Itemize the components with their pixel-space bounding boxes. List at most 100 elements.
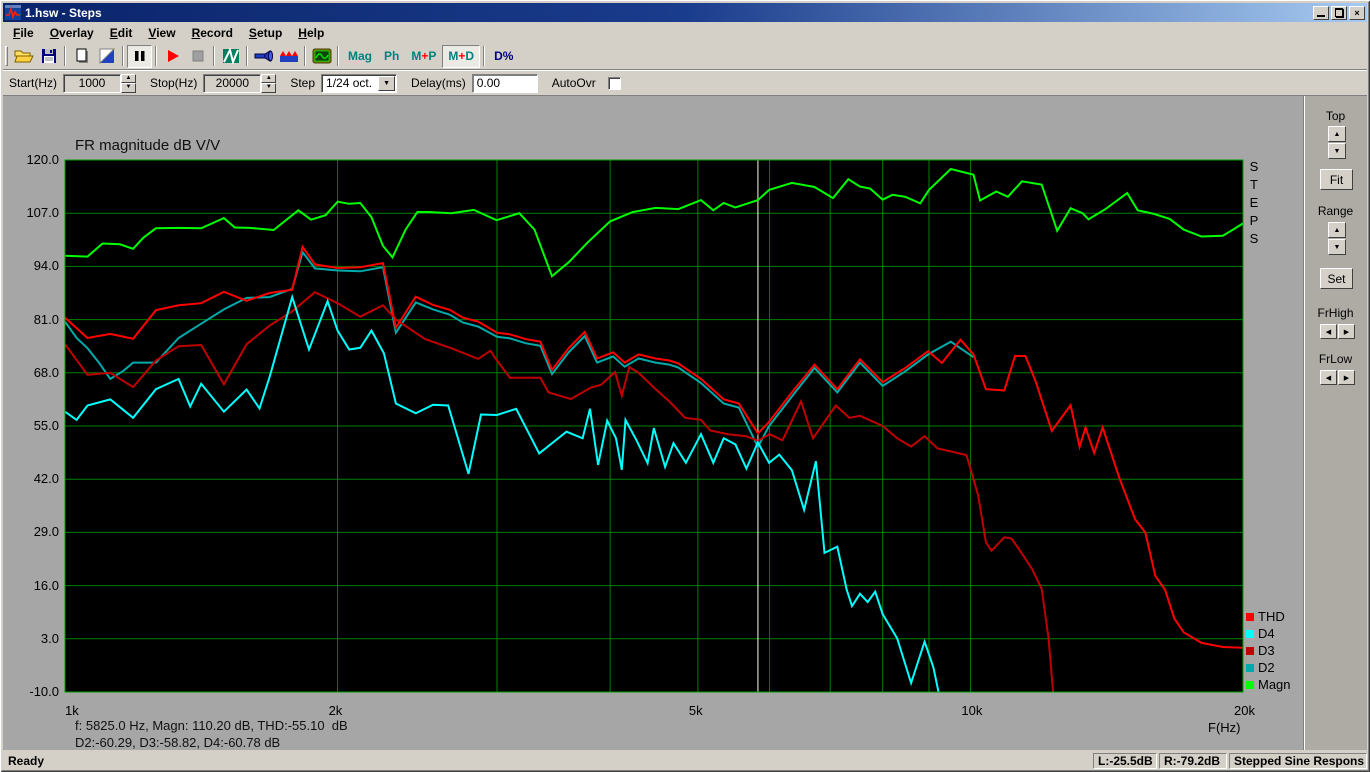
frhigh-left-button[interactable]: ◀ — [1320, 324, 1337, 339]
series-thd — [65, 244, 1243, 649]
x-tick-label: 10k — [961, 703, 983, 718]
set-button[interactable]: Set — [1320, 268, 1353, 289]
autoovr-label: AutoOvr — [551, 76, 596, 90]
left-level-indicator: L:-25.5dB — [1093, 753, 1157, 769]
open-folder-button[interactable] — [11, 45, 36, 68]
mag-button[interactable]: Mag — [348, 49, 372, 63]
dist-percent-button[interactable]: D% — [494, 49, 514, 63]
frhigh-right-button[interactable]: ▶ — [1338, 324, 1355, 339]
frlow-left-button[interactable]: ◀ — [1320, 370, 1337, 385]
spin-down-icon[interactable]: ▼ — [121, 83, 136, 93]
menu-item-overlay[interactable]: Overlay — [49, 25, 94, 40]
right-control-panel: Top ▲ ▼ Fit Range ▲ ▼ Set FrHigh ◀ ▶ FrL… — [1303, 96, 1367, 750]
phase-button[interactable]: Ph — [384, 49, 400, 63]
driver-button[interactable] — [251, 45, 276, 68]
record-play-button[interactable] — [160, 45, 185, 68]
menu-item-record[interactable]: Record — [191, 25, 233, 40]
y-tick-label: 3.0 — [40, 630, 59, 646]
autoovr-checkbox[interactable] — [607, 76, 621, 90]
spin-up-icon[interactable]: ▲ — [261, 73, 277, 83]
start-hz-stepper[interactable]: ▲ ▼ — [121, 73, 136, 93]
minimize-button[interactable] — [1313, 5, 1329, 20]
window-title: 1.hsw - Steps — [25, 5, 102, 20]
menu-item-setup[interactable]: Setup — [248, 25, 283, 40]
spin-up-icon[interactable]: ▲ — [121, 73, 136, 83]
stop-button[interactable] — [185, 45, 210, 68]
delay-ms-input[interactable]: 0.00 — [471, 73, 538, 93]
fr-magnitude-plot[interactable] — [3, 96, 1303, 750]
x-axis-unit-label: F(Hz) — [1208, 720, 1241, 735]
frlow-right-button[interactable]: ▶ — [1338, 370, 1355, 385]
range-up-button[interactable]: ▲ — [1328, 222, 1346, 238]
copy-button[interactable] — [69, 45, 94, 68]
series-d2 — [65, 249, 975, 450]
fit-button[interactable]: Fit — [1320, 169, 1353, 190]
legend-swatch-icon — [1246, 629, 1254, 638]
series-magn — [65, 167, 1243, 278]
menu-item-view[interactable]: View — [148, 25, 176, 40]
chart-title: FR magnitude dB V/V — [75, 137, 221, 154]
stop-icon — [192, 50, 203, 62]
mode-indicator: Stepped Sine Respons — [1229, 753, 1367, 769]
scope-button[interactable] — [309, 45, 334, 68]
start-hz-input[interactable]: 1000 — [63, 73, 121, 93]
stop-hz-input[interactable]: 20000 — [203, 73, 262, 93]
delay-ms-label: Delay(ms) — [411, 76, 466, 90]
menu-item-edit[interactable]: Edit — [109, 25, 133, 40]
scope-icon — [312, 48, 331, 64]
top-down-button[interactable]: ▼ — [1328, 143, 1346, 159]
top-up-button[interactable]: ▲ — [1328, 126, 1346, 142]
status-bar: Ready L:-25.5dB R:-79.2dB Stepped Sine R… — [3, 751, 1367, 769]
generator-button[interactable] — [218, 45, 243, 68]
bw-mode-icon — [99, 48, 115, 64]
stop-hz-stepper[interactable]: ▲ ▼ — [261, 73, 277, 93]
menu-item-help[interactable]: Help — [298, 25, 325, 40]
waveform-button[interactable] — [276, 45, 301, 68]
stop-hz-label: Stop(Hz) — [150, 76, 198, 90]
x-tick-label: 2k — [328, 703, 343, 718]
toolbar-grip[interactable] — [5, 46, 8, 66]
toolbar: Mag Ph M+P M+D D% — [3, 43, 1367, 70]
toolbar-separator — [213, 46, 215, 66]
toolbar-separator — [483, 46, 486, 66]
menu-item-file[interactable]: File — [13, 25, 34, 40]
pause-icon — [134, 51, 144, 61]
chart-legend: THD D4 D3 D2 Magn — [1246, 608, 1291, 693]
bw-mode-button[interactable] — [94, 45, 119, 68]
y-tick-label: 94.0 — [33, 258, 59, 274]
pause-button[interactable] — [127, 44, 152, 68]
waveform-icon — [279, 51, 298, 62]
cursor-readout-line1: f: 5825.0 Hz, Magn: 110.20 dB, THD:-55.1… — [75, 718, 348, 733]
step-select[interactable]: 1/24 oct. ▼ — [321, 73, 398, 93]
legend-item-d2: D2 — [1246, 659, 1291, 676]
save-button[interactable] — [36, 45, 61, 68]
toolbar-separator — [304, 46, 306, 66]
spin-down-icon[interactable]: ▼ — [261, 83, 277, 93]
legend-item-d4: D4 — [1246, 625, 1291, 642]
settings-bar: Start(Hz) 1000 ▲ ▼ Stop(Hz) 20000 ▲ ▼ Step… — [3, 71, 1367, 96]
legend-swatch-icon — [1246, 680, 1254, 689]
title-bar[interactable]: 1.hsw - Steps × — [3, 3, 1367, 22]
close-button[interactable]: × — [1349, 5, 1365, 20]
open-folder-icon — [13, 50, 34, 63]
app-icon — [5, 5, 21, 20]
chart-area[interactable]: FR magnitude dB V/V 120.0 107.0 94.0 81.0 68… — [3, 96, 1303, 750]
menu-bar: File Overlay Edit View Record Setup Help — [3, 22, 1367, 43]
range-down-button[interactable]: ▼ — [1328, 239, 1346, 255]
y-tick-label: 16.0 — [33, 577, 59, 593]
generator-icon — [222, 48, 239, 64]
save-icon — [41, 49, 56, 63]
toolbar-separator — [246, 46, 248, 66]
restore-button[interactable] — [1331, 5, 1347, 20]
legend-item-magn: Magn — [1246, 676, 1291, 693]
mag-plus-dist-button[interactable]: M+D — [442, 44, 481, 68]
mag-plus-phase-button[interactable]: M+P — [411, 49, 437, 63]
record-play-icon — [167, 50, 179, 62]
cursor-readout-line2: D2:-60.29, D3:-58.82, D4:-60.78 dB — [75, 735, 281, 750]
chevron-down-icon[interactable]: ▼ — [378, 75, 396, 91]
y-tick-label: 29.0 — [33, 524, 59, 540]
series-d4 — [65, 293, 940, 692]
copy-icon — [76, 48, 88, 63]
start-hz-label: Start(Hz) — [9, 76, 57, 90]
